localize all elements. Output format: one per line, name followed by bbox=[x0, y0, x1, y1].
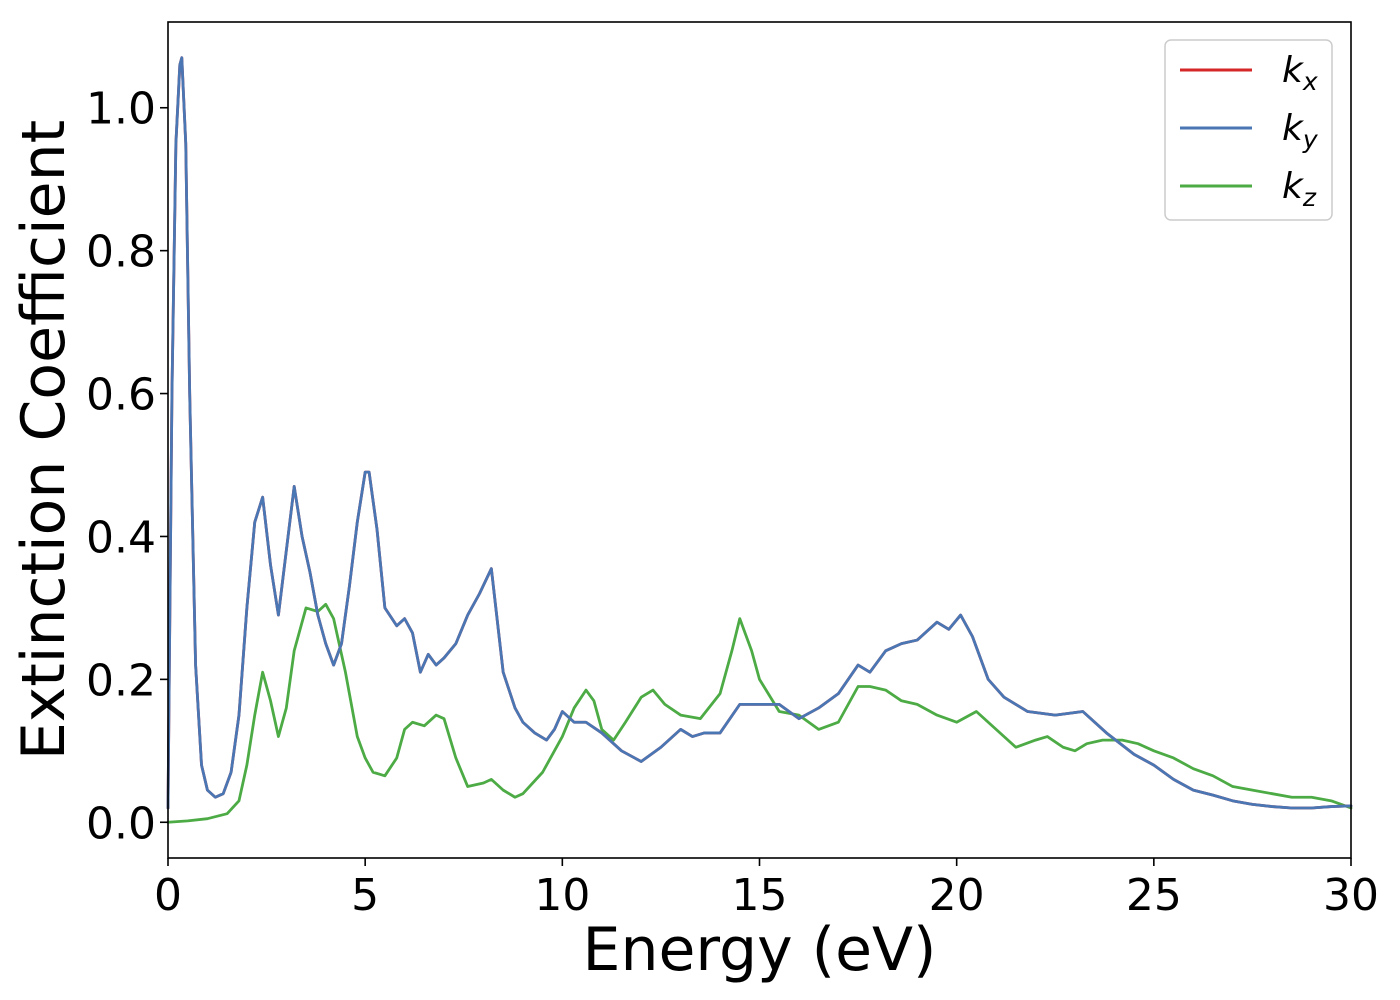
legend-box bbox=[1164, 39, 1333, 221]
y-axis-label: Extinction Coefficient bbox=[9, 120, 79, 760]
series-line-y bbox=[166, 56, 1353, 810]
x-tick-label: 5 bbox=[351, 870, 379, 921]
y-tick-label: 0.8 bbox=[86, 227, 156, 278]
y-tick-label: 0.0 bbox=[86, 798, 156, 849]
y-tick-label: 0.2 bbox=[86, 655, 156, 706]
legend-label-x: kx bbox=[1282, 50, 1318, 96]
x-tick-label: 10 bbox=[534, 870, 590, 921]
y-tick-label: 0.4 bbox=[86, 512, 156, 563]
x-tick-label: 25 bbox=[1126, 870, 1182, 921]
series-layer bbox=[166, 56, 1353, 824]
x-tick-label: 15 bbox=[732, 870, 788, 921]
y-tick-label: 1.0 bbox=[86, 84, 156, 135]
legend-label-y: ky bbox=[1282, 108, 1319, 154]
plot-background bbox=[168, 22, 1351, 858]
y-axis-ticks: 0.0 0.2 0.4 0.6 0.8 1.0 bbox=[86, 84, 168, 849]
x-axis-label: Energy (eV) bbox=[583, 915, 937, 985]
legend-items: kx ky kz bbox=[1180, 50, 1319, 212]
legend: kx ky kz bbox=[1164, 39, 1333, 221]
x-tick-label: 0 bbox=[154, 870, 182, 921]
x-axis-ticks: 0 5 10 15 20 25 30 bbox=[154, 858, 1379, 921]
legend-label-z: kz bbox=[1282, 166, 1317, 212]
x-tick-label: 30 bbox=[1323, 870, 1379, 921]
y-tick-label: 0.6 bbox=[86, 370, 156, 421]
series-line-z bbox=[166, 602, 1353, 824]
plot-area bbox=[166, 21, 1353, 859]
x-tick-label: 20 bbox=[929, 870, 985, 921]
